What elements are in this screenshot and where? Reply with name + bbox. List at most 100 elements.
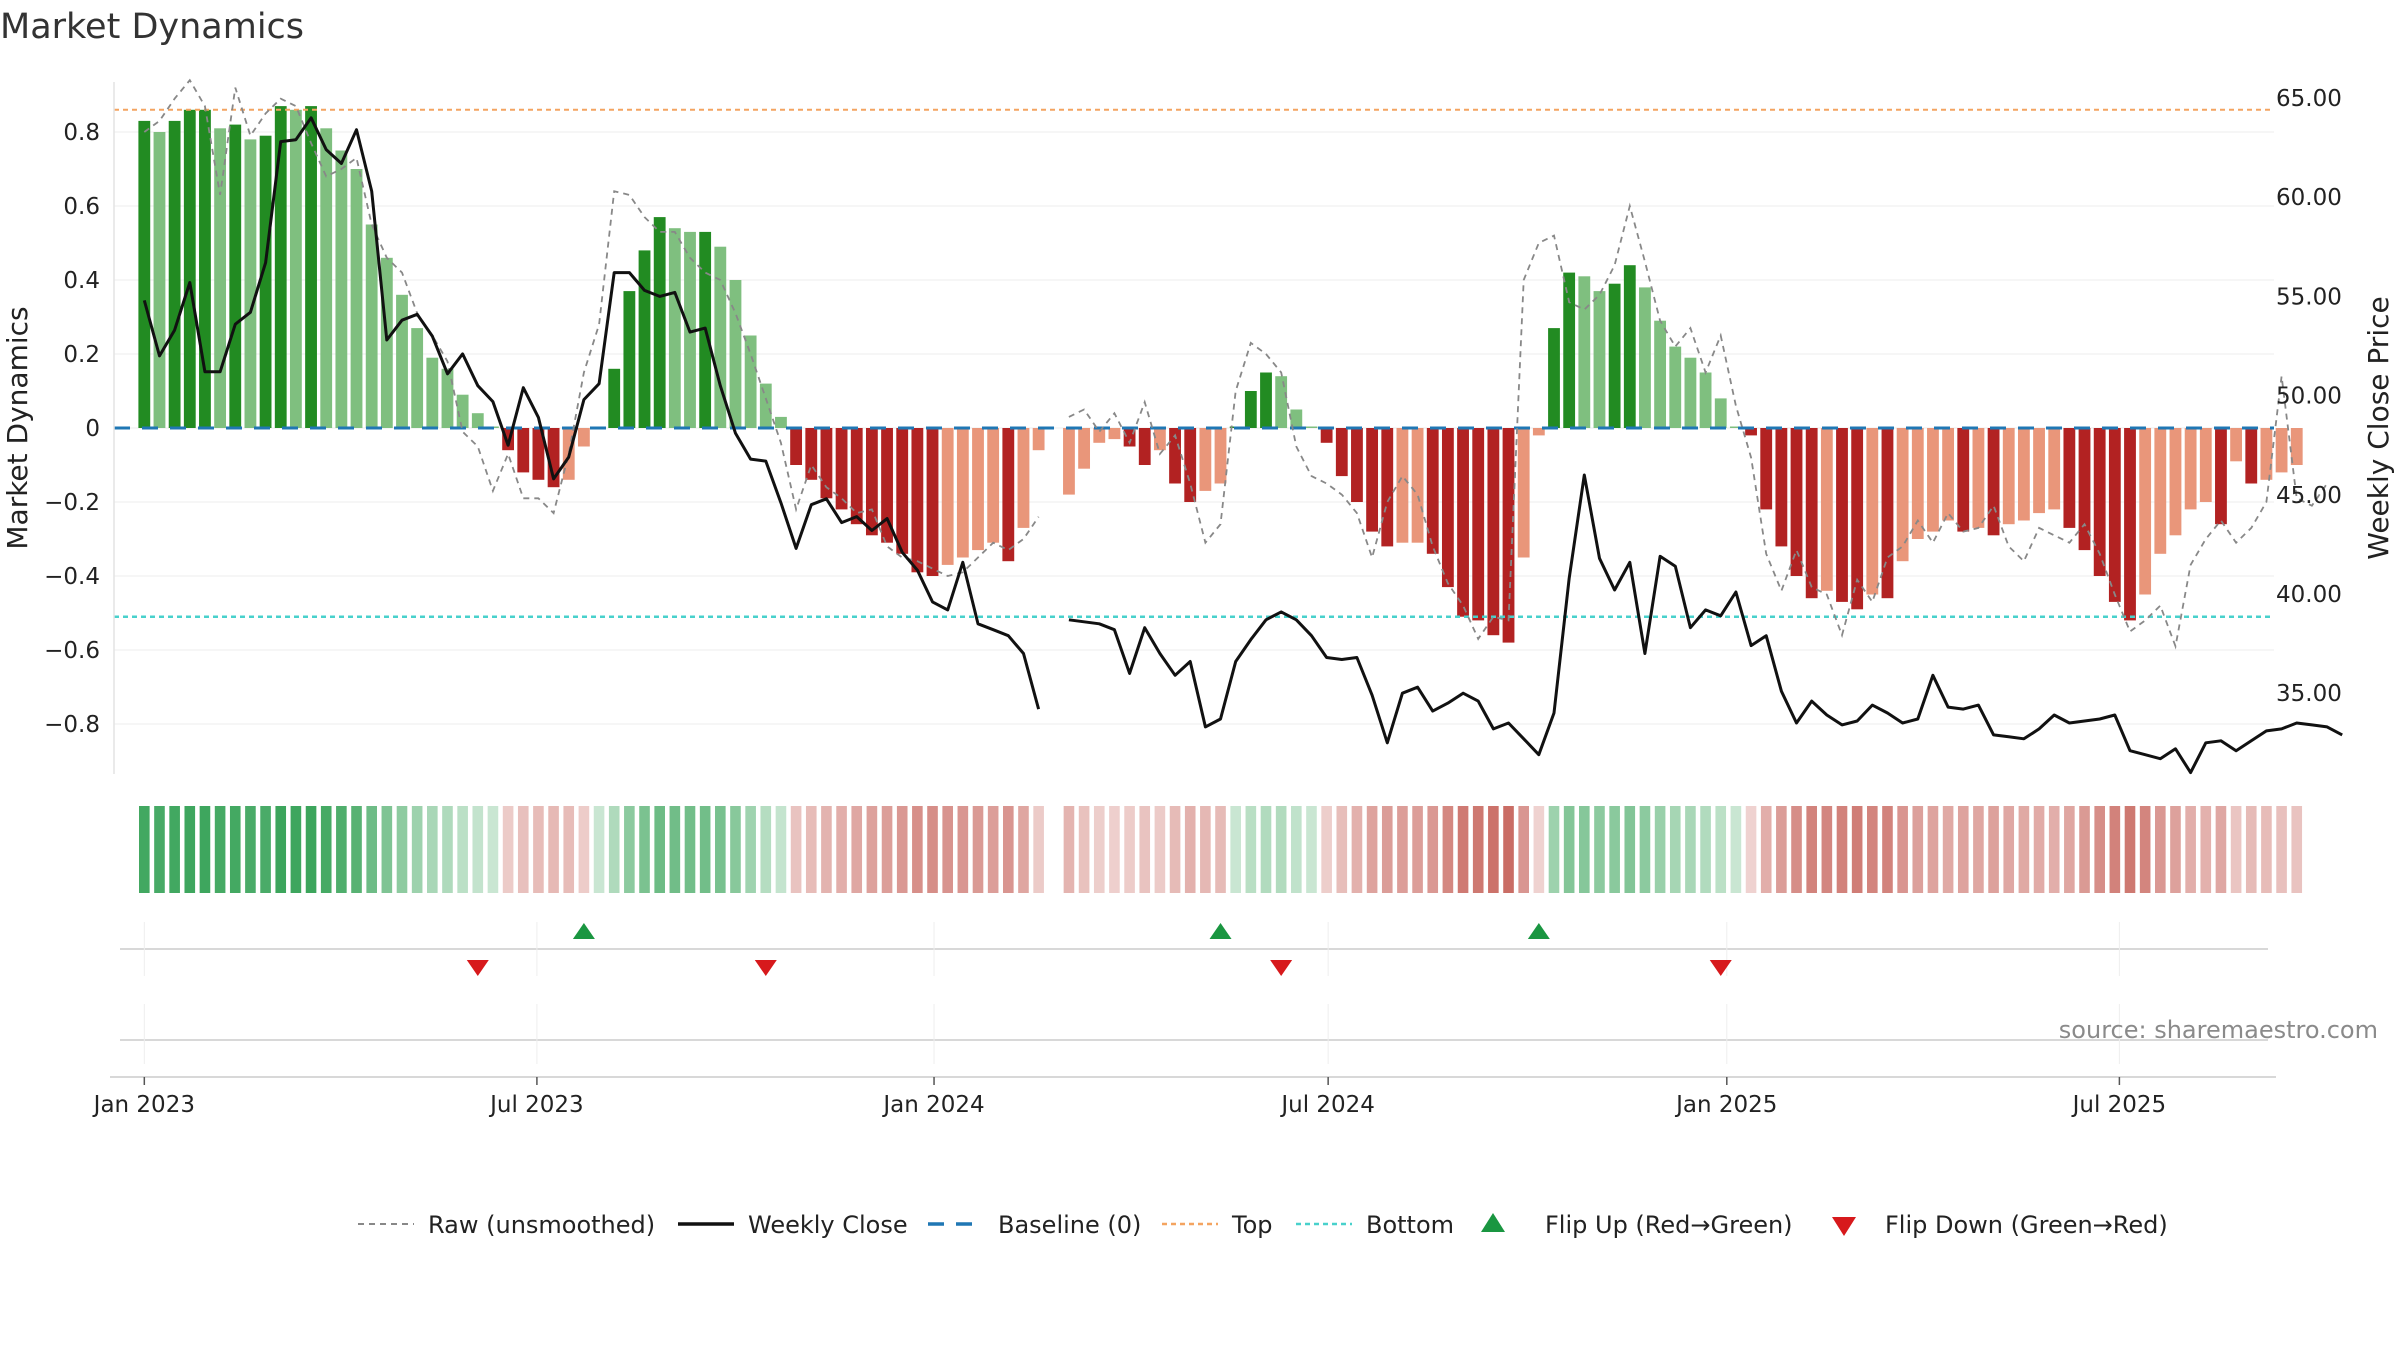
regime-cell bbox=[1821, 806, 1833, 893]
series-lines bbox=[114, 78, 2343, 775]
dynamics-bar bbox=[2199, 428, 2212, 502]
dynamics-bar bbox=[1396, 428, 1409, 543]
source-label: source: sharemaestro.com bbox=[2059, 1016, 2378, 1044]
flip-down-marker bbox=[1270, 960, 1293, 976]
dynamics-bar bbox=[1684, 357, 1697, 428]
dynamics-bar bbox=[1457, 428, 1469, 617]
dynamics-bar bbox=[729, 280, 742, 428]
dynamics-bar bbox=[1351, 428, 1363, 502]
dynamics-bar bbox=[138, 120, 151, 429]
dynamics-bar bbox=[1472, 428, 1485, 621]
regime-cell bbox=[1912, 806, 1924, 893]
dynamics-bar bbox=[244, 139, 257, 428]
regime-cell bbox=[1184, 806, 1196, 893]
dynamics-bar bbox=[1699, 372, 1712, 428]
regime-cell bbox=[1533, 806, 1545, 893]
dynamics-bar bbox=[411, 328, 424, 428]
regime-cell bbox=[1882, 806, 1893, 893]
dynamics-bar bbox=[1608, 283, 1621, 428]
dynamics-bar bbox=[2184, 428, 2197, 510]
regime-cell bbox=[1503, 806, 1514, 893]
x-tick-label: Jul 2024 bbox=[1279, 1092, 1375, 1118]
regime-cell bbox=[715, 806, 726, 893]
y-right-tick-label: 50.00 bbox=[2276, 384, 2342, 410]
dynamics-bar bbox=[1169, 428, 1181, 484]
dynamics-bar bbox=[1184, 428, 1197, 502]
dynamics-bar bbox=[1957, 428, 1970, 532]
weekly-close-line bbox=[142, 116, 2343, 775]
dynamics-bar bbox=[471, 413, 484, 428]
dynamics-bar bbox=[1487, 428, 1500, 636]
regime-cell bbox=[199, 806, 211, 893]
y-left-tick-label: 0.8 bbox=[63, 120, 100, 146]
x-tick-label: Jan 2024 bbox=[881, 1092, 984, 1118]
regime-cell bbox=[1669, 806, 1681, 893]
regime-cell bbox=[139, 806, 150, 893]
regime-cell bbox=[1306, 806, 1317, 893]
legend-item-close: Weekly Close bbox=[678, 1211, 908, 1239]
regime-cell bbox=[336, 806, 347, 893]
regime-cell bbox=[1093, 806, 1105, 893]
dynamics-bar bbox=[1260, 372, 1272, 428]
dynamics-bar bbox=[2017, 428, 2030, 521]
dynamics-bar bbox=[2048, 428, 2061, 510]
dynamics-bar bbox=[1836, 428, 1848, 602]
regime-cell bbox=[593, 806, 605, 893]
regime-cell bbox=[1897, 806, 1908, 893]
legend-flip-up-marker bbox=[1481, 1213, 1505, 1232]
regime-cell bbox=[1685, 806, 1696, 893]
regime-cell bbox=[472, 806, 484, 893]
regime-cell bbox=[2124, 806, 2136, 893]
regime-cell bbox=[320, 806, 332, 893]
dynamics-bar bbox=[1517, 428, 1530, 558]
legend-baseline-label: Baseline (0) bbox=[998, 1211, 1141, 1239]
dynamics-bar bbox=[1290, 409, 1303, 428]
regime-cell bbox=[1260, 806, 1272, 893]
regime-cell bbox=[608, 806, 620, 893]
dynamics-bar bbox=[380, 257, 393, 428]
regime-cell bbox=[1927, 806, 1939, 893]
legend-raw-label: Raw (unsmoothed) bbox=[428, 1211, 655, 1239]
dynamics-bar bbox=[1502, 428, 1515, 643]
regime-cell bbox=[942, 806, 953, 893]
dynamics-bar bbox=[623, 291, 636, 428]
y-left-tick-label: −0.2 bbox=[44, 490, 100, 516]
regime-cell bbox=[214, 806, 226, 893]
dynamics-bar bbox=[714, 246, 727, 428]
regime-cell bbox=[851, 806, 863, 893]
dynamics-bar bbox=[759, 383, 772, 428]
regime-cell bbox=[2109, 806, 2121, 893]
regime-cell bbox=[1018, 806, 1029, 893]
dynamics-bar bbox=[289, 109, 302, 429]
regime-cell bbox=[396, 806, 408, 893]
dynamics-bar bbox=[1729, 426, 1742, 428]
dynamics-bar bbox=[1896, 428, 1909, 562]
regime-cell bbox=[912, 806, 923, 893]
flip-up-marker bbox=[572, 923, 595, 939]
dynamics-bar bbox=[2245, 428, 2258, 484]
dynamics-bar bbox=[1745, 428, 1757, 436]
dynamics-bar bbox=[183, 109, 196, 429]
dynamics-bar bbox=[2078, 428, 2091, 551]
legend-item-flip-up: Flip Up (Red→Green) bbox=[1481, 1211, 1793, 1239]
regime-cell bbox=[654, 806, 665, 893]
flip-markers-panel bbox=[120, 922, 2268, 1064]
dynamics-bar bbox=[1578, 276, 1591, 428]
dynamics-bar bbox=[1775, 428, 1788, 547]
dynamics-bar bbox=[2230, 428, 2243, 462]
regime-cell bbox=[1366, 806, 1378, 893]
regime-cell bbox=[1851, 806, 1863, 893]
dynamics-bar bbox=[365, 224, 378, 428]
dynamics-bar bbox=[1093, 428, 1106, 443]
dynamics-bar bbox=[1881, 428, 1894, 599]
regime-cell bbox=[1715, 806, 1727, 893]
dynamics-bar bbox=[456, 394, 469, 428]
regime-cell bbox=[684, 806, 696, 893]
flip-up-marker bbox=[1527, 923, 1550, 939]
dynamics-bar bbox=[426, 357, 439, 428]
y-left-tick-label: −0.4 bbox=[44, 564, 100, 590]
dynamics-bar bbox=[502, 428, 515, 451]
dynamics-bar bbox=[1366, 428, 1379, 532]
dynamics-bar bbox=[1063, 428, 1075, 495]
legend-close-label: Weekly Close bbox=[748, 1211, 908, 1239]
